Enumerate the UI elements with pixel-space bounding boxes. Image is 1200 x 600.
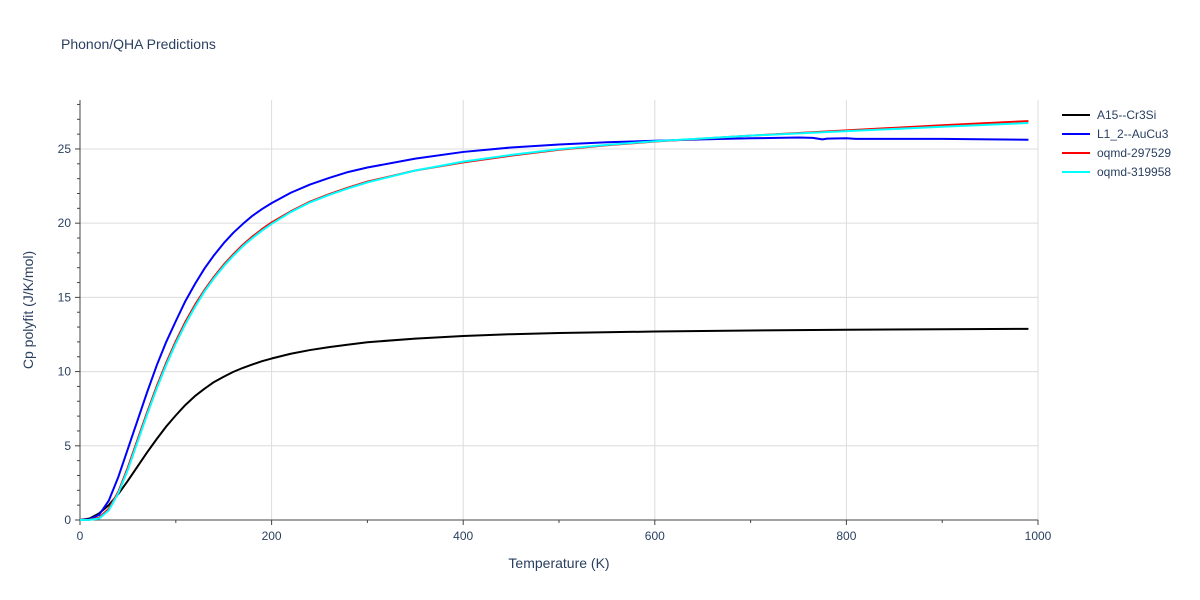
y-tick-label: 15	[58, 290, 72, 304]
x-tick-label: 200	[262, 529, 282, 543]
y-tick-label: 5	[64, 439, 71, 453]
legend-item-0[interactable]: A15--Cr3Si	[1062, 108, 1156, 122]
y-tick-label: 20	[58, 216, 72, 230]
series-line-3	[79, 122, 1029, 521]
axis-layer: 0 200 400 600 800 1000 0 5 10 15 20 25	[58, 100, 1052, 543]
series-line-1	[79, 136, 1029, 521]
grid-layer	[80, 100, 1039, 520]
y-tick-label: 0	[64, 513, 71, 527]
series-layer	[79, 120, 1029, 521]
x-tick-label: 1000	[1025, 529, 1052, 543]
y-tick-label: 25	[58, 142, 72, 156]
y-axis-title: Cp polyfit (J/K/mol)	[20, 251, 36, 369]
x-axis-title: Temperature (K)	[508, 555, 609, 571]
series-line-2	[79, 120, 1029, 521]
x-tick-label: 600	[645, 529, 665, 543]
legend[interactable]: A15--Cr3Si L1_2--AuCu3 oqmd-297529 oqmd-319…	[1062, 108, 1171, 179]
legend-item-3[interactable]: oqmd-319958	[1062, 165, 1171, 179]
legend-item-2[interactable]: oqmd-297529	[1062, 146, 1171, 160]
x-tick-label: 0	[77, 529, 84, 543]
legend-label: oqmd-319958	[1097, 165, 1171, 179]
legend-label: A15--Cr3Si	[1097, 108, 1156, 122]
series-line-0	[79, 327, 1029, 521]
legend-label: L1_2--AuCu3	[1097, 127, 1169, 141]
chart-title: Phonon/QHA Predictions	[61, 36, 216, 52]
x-tick-label: 400	[453, 529, 473, 543]
legend-label: oqmd-297529	[1097, 146, 1171, 160]
x-tick-label: 800	[836, 529, 856, 543]
y-tick-label: 10	[58, 365, 72, 379]
legend-item-1[interactable]: L1_2--AuCu3	[1062, 127, 1169, 141]
